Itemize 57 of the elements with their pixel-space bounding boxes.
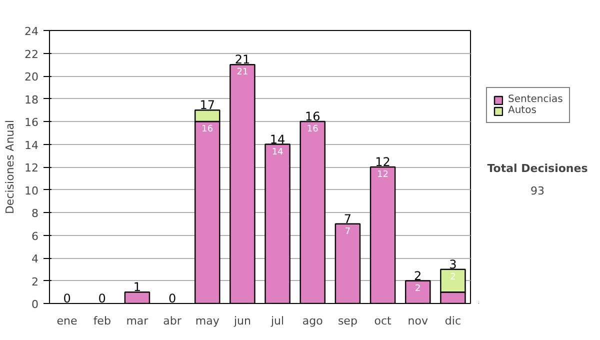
x-tick-label: mar — [126, 314, 149, 328]
data-label: 16 — [306, 124, 319, 134]
y-tick-label: 16 — [24, 116, 39, 129]
bar — [230, 64, 256, 304]
data-label: 12 — [377, 170, 389, 180]
bar — [264, 144, 290, 304]
x-tick-label: oct — [374, 314, 392, 328]
total-label: 21 — [234, 52, 250, 67]
y-axis-title: Decisiones Anual — [4, 120, 17, 214]
data-label: 14 — [272, 147, 284, 158]
x-tick-label: jul — [270, 314, 284, 328]
x-tick-label: sep — [338, 314, 358, 328]
data-label: 2 — [415, 284, 421, 294]
total-label: 0 — [98, 292, 106, 306]
total-label: 12 — [375, 155, 390, 169]
total-label: 17 — [200, 98, 216, 112]
total-label: 7 — [344, 212, 352, 226]
y-tick-label: 8 — [32, 207, 38, 220]
data-label: 2 — [450, 272, 456, 282]
x-tick-label: feb — [93, 314, 111, 328]
y-tick-label: 18 — [24, 93, 39, 106]
y-tick-label: 24 — [24, 25, 39, 38]
y-tick-label: 20 — [24, 70, 39, 84]
data-label: 16 — [202, 124, 214, 134]
y-tick-label: 14 — [24, 138, 39, 152]
y-tick-label: 22 — [24, 48, 39, 61]
legend-label: Autos — [508, 105, 536, 116]
total-label: 1 — [133, 280, 142, 294]
x-tick-label: may — [195, 314, 220, 328]
total-label: 0 — [168, 292, 176, 306]
bar — [334, 223, 361, 304]
y-tick-label: 2 — [32, 275, 38, 288]
y-tick-label: 12 — [24, 162, 39, 174]
data-label: 7 — [344, 226, 351, 237]
total-label: 0 — [63, 292, 71, 306]
text: Total Decisiones — [487, 162, 588, 176]
total-label: 3 — [449, 257, 457, 272]
x-tick-label: ago — [302, 314, 324, 328]
y-tick-label: 0 — [32, 298, 38, 311]
x-tick-label: ene — [56, 314, 78, 328]
total-label: 16 — [304, 110, 320, 124]
bar — [370, 166, 396, 304]
bar — [404, 280, 431, 304]
text: 93 — [530, 184, 544, 198]
bar — [124, 292, 150, 304]
y-tick-label: 6 — [32, 230, 38, 243]
total-label: 14 — [270, 132, 286, 146]
data-label: 21 — [236, 68, 248, 78]
x-tick-label: abr — [163, 314, 182, 328]
x-tick-label: jun — [232, 314, 251, 328]
total-label: 2 — [414, 268, 422, 283]
bar — [300, 120, 326, 304]
y-tick-label: 10 — [24, 184, 39, 198]
y-tick-label: 4 — [32, 252, 38, 266]
x-tick-label: dic — [444, 314, 462, 328]
x-tick-label: nov — [408, 314, 428, 328]
legend-label: Sentencias — [508, 94, 563, 105]
